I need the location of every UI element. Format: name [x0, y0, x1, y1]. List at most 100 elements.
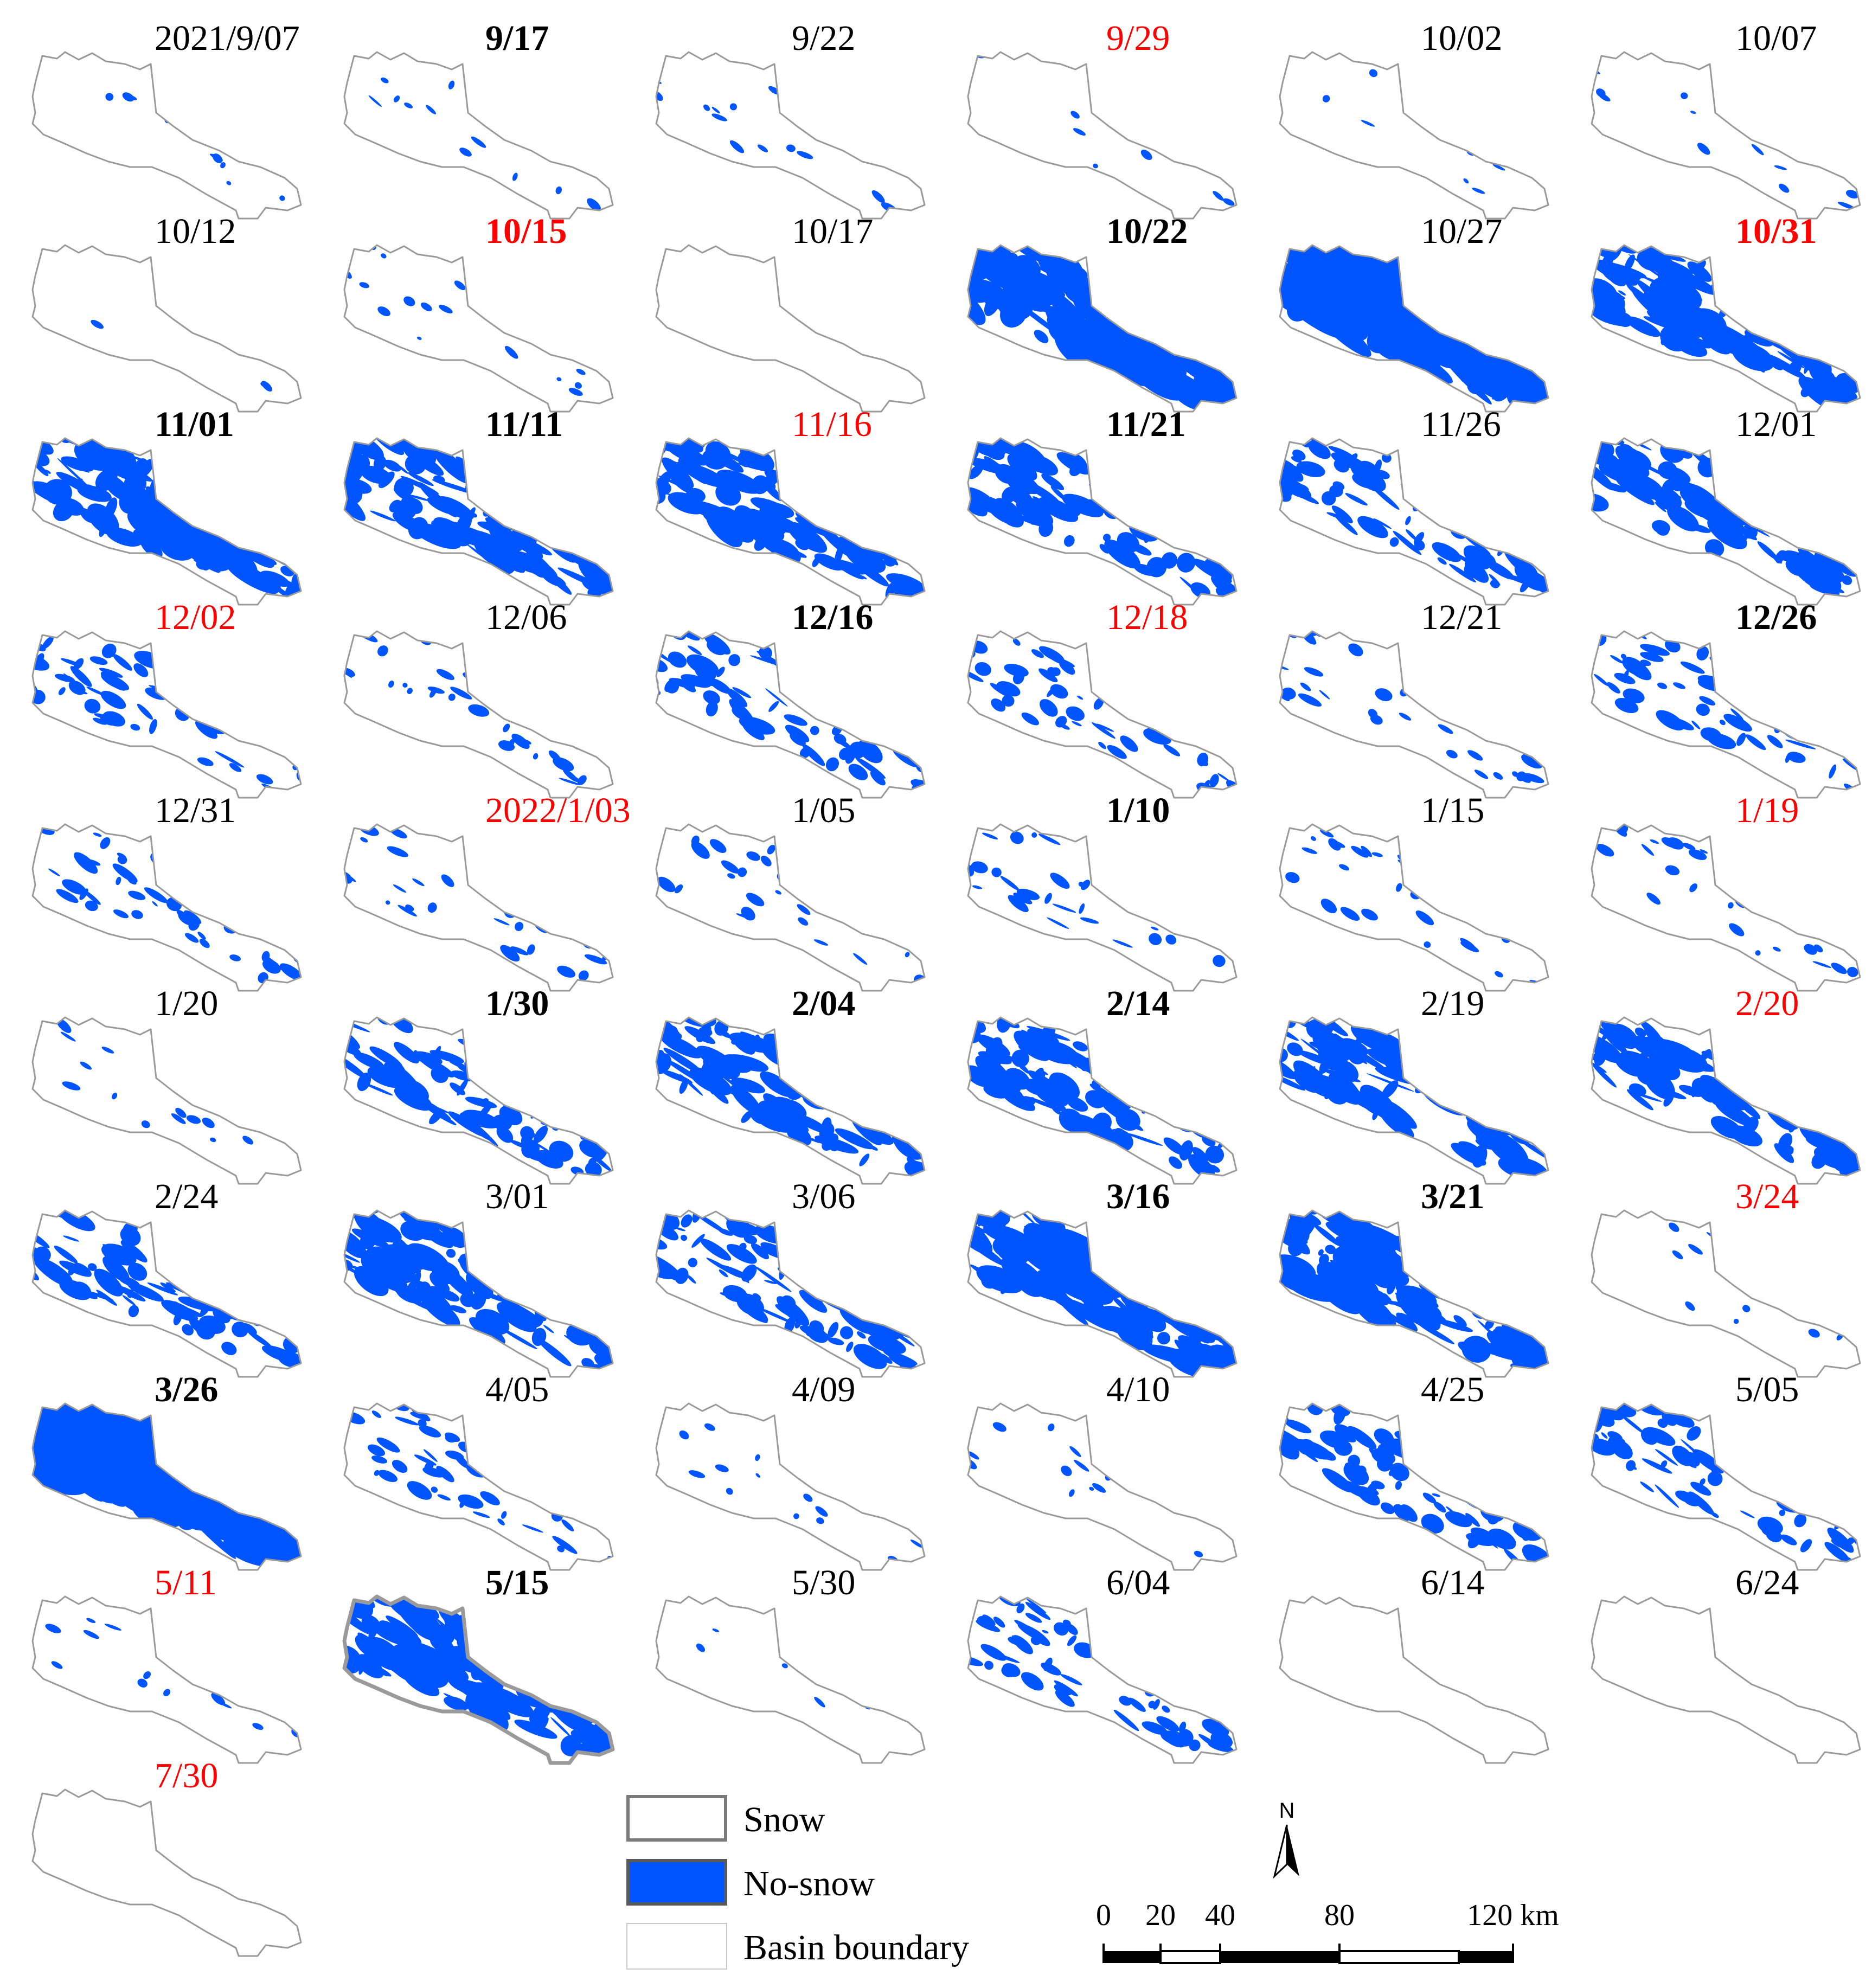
basin-boundary — [655, 1595, 926, 1764]
date-label: 4/25 — [1421, 1370, 1485, 1409]
basin-boundary — [31, 823, 302, 992]
map-panel — [323, 1190, 632, 1385]
basin-map — [1591, 630, 1861, 799]
basin-map — [31, 51, 302, 220]
basin-boundary — [655, 1209, 926, 1378]
basin-boundary — [31, 1595, 302, 1764]
map-panel — [11, 1190, 320, 1385]
date-label: 9/17 — [485, 18, 549, 58]
basin-boundary — [967, 630, 1238, 799]
date-label: 11/21 — [1106, 405, 1186, 444]
map-panel — [1258, 1383, 1567, 1578]
map-panel — [1570, 804, 1872, 999]
basin-boundary — [1591, 1209, 1861, 1378]
map-panel — [634, 225, 944, 420]
map-panel — [323, 611, 632, 806]
date-label: 2/20 — [1735, 984, 1799, 1023]
map-panel — [946, 1383, 1255, 1578]
basin-boundary — [655, 437, 926, 606]
basin-map — [655, 244, 926, 413]
north-arrow: N — [1269, 1795, 1318, 1882]
legend-swatch-no-snow — [626, 1859, 727, 1906]
map-panel — [1570, 611, 1872, 806]
basin-boundary — [1591, 1016, 1861, 1185]
scale-tick-80: 80 — [1324, 1899, 1355, 1932]
map-panel — [11, 1769, 320, 1964]
basin-map — [655, 1402, 926, 1571]
map-panel — [1570, 1190, 1872, 1385]
basin-boundary — [343, 630, 614, 799]
basin-boundary — [343, 244, 614, 413]
date-label: 10/02 — [1421, 18, 1503, 58]
map-panel — [946, 31, 1255, 227]
snow-area — [33, 1017, 301, 1184]
no-snow-patches — [968, 245, 1236, 412]
snow-area — [1280, 52, 1548, 219]
map-panel — [634, 1383, 944, 1578]
basin-map — [1591, 51, 1861, 220]
date-label: 10/27 — [1421, 211, 1503, 251]
map-panel — [11, 418, 320, 613]
basin-map — [31, 1402, 302, 1571]
snow-area — [33, 1210, 301, 1377]
snow-area — [33, 824, 301, 991]
snow-area — [1280, 1596, 1548, 1763]
basin-boundary — [967, 1016, 1238, 1185]
map-panel — [946, 418, 1255, 613]
snow-area — [33, 1596, 301, 1763]
date-label: 2021/9/07 — [155, 18, 300, 58]
basin-boundary — [31, 1016, 302, 1185]
basin-boundary — [1279, 244, 1549, 413]
map-panel — [11, 1383, 320, 1578]
date-label: 10/31 — [1735, 211, 1817, 251]
basin-map — [1279, 244, 1549, 413]
date-label: 10/22 — [1106, 211, 1188, 251]
basin-boundary — [1591, 437, 1861, 606]
basin-map — [967, 630, 1238, 799]
basin-map — [655, 1209, 926, 1378]
basin-boundary — [1591, 630, 1861, 799]
basin-map — [343, 1209, 614, 1378]
date-label: 6/24 — [1735, 1563, 1799, 1602]
basin-map — [1279, 1209, 1549, 1378]
basin-map — [655, 1595, 926, 1764]
north-arrow-label: N — [1279, 1799, 1295, 1823]
basin-map — [1591, 244, 1861, 413]
date-label: 11/16 — [792, 405, 872, 444]
date-label: 12/02 — [155, 598, 236, 637]
date-label: 5/30 — [792, 1563, 856, 1602]
map-panel — [323, 225, 632, 420]
legend-label-no-snow: No-snow — [743, 1864, 875, 1903]
basin-map — [343, 437, 614, 606]
date-label: 4/09 — [792, 1370, 856, 1409]
date-label: 4/05 — [485, 1370, 549, 1409]
map-panel — [11, 997, 320, 1192]
scale-tick-0: 0 — [1096, 1899, 1111, 1932]
basin-boundary — [31, 1402, 302, 1571]
basin-map — [31, 244, 302, 413]
map-panel — [1570, 997, 1872, 1192]
snow-area — [33, 1790, 301, 1956]
date-label: 2022/1/03 — [485, 791, 631, 830]
basin-boundary — [967, 1209, 1238, 1378]
basin-boundary — [343, 1016, 614, 1185]
basin-map — [31, 823, 302, 992]
map-panel — [1258, 1576, 1567, 1771]
map-panel — [11, 31, 320, 227]
no-snow-patches — [344, 1210, 613, 1377]
snow-area — [656, 1596, 925, 1763]
map-panel — [1258, 225, 1567, 420]
snow-area — [1592, 1403, 1860, 1570]
map-panel — [1570, 31, 1872, 227]
snow-area — [33, 52, 301, 219]
map-panel — [1258, 418, 1567, 613]
map-panel — [11, 804, 320, 999]
basin-boundary — [655, 1402, 926, 1571]
date-label: 6/04 — [1106, 1563, 1170, 1602]
date-label: 2/19 — [1421, 984, 1485, 1023]
basin-boundary — [31, 630, 302, 799]
basin-map — [343, 630, 614, 799]
snow-area — [656, 52, 925, 219]
map-panel — [1570, 1383, 1872, 1578]
scale-tick-120-km: 120 km — [1467, 1899, 1559, 1932]
